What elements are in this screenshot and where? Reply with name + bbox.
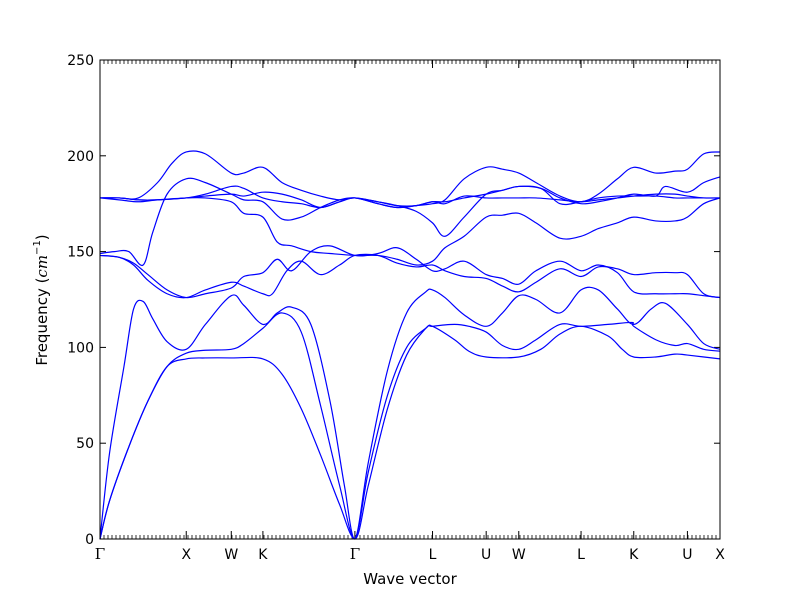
x-tick-label: Γ xyxy=(350,545,360,563)
x-tick-label: L xyxy=(429,547,437,563)
y-axis-unit: cm xyxy=(33,255,51,278)
y-tick-label: 0 xyxy=(85,532,94,548)
y-tick-label: 250 xyxy=(67,53,94,69)
x-tick-label: W xyxy=(224,547,238,563)
phonon-branch-2 xyxy=(99,324,721,540)
y-axis-title-text: Frequency xyxy=(33,288,51,366)
phonon-branch-5 xyxy=(99,245,721,299)
plot-area xyxy=(100,60,720,539)
series-layer xyxy=(99,150,721,540)
phonon-branch-7 xyxy=(99,196,721,266)
y-tick-label: 100 xyxy=(67,340,94,356)
phonon-branch-3 xyxy=(99,286,721,540)
plot-frame xyxy=(99,59,721,540)
y-tick-label: 200 xyxy=(67,149,94,165)
x-tick-label: X xyxy=(715,547,725,563)
x-tick-label: X xyxy=(181,547,191,563)
x-tick-label: L xyxy=(577,547,585,563)
x-axis-title: Wave vector xyxy=(363,570,457,588)
phonon-branch-1 xyxy=(99,312,721,540)
y-axis-ticks: 0 50 100 150 200 250 xyxy=(67,53,720,548)
x-tick-label: Γ xyxy=(95,545,105,563)
y-tick-label: 150 xyxy=(67,245,94,261)
x-tick-label: W xyxy=(512,547,526,563)
x-tick-label: U xyxy=(481,547,491,563)
y-axis-unit-exponent: −1 xyxy=(32,240,43,255)
phonon-branch-10 xyxy=(99,176,721,209)
phonon-branch-4 xyxy=(99,253,721,299)
y-axis-title: Frequency (cm−1) xyxy=(32,234,51,365)
minor-ticks xyxy=(99,60,721,539)
x-tick-label: K xyxy=(629,547,639,563)
x-tick-label: U xyxy=(682,547,692,563)
y-tick-label: 50 xyxy=(76,436,94,452)
x-tick-label: K xyxy=(258,547,268,563)
phonon-branch-6 xyxy=(99,177,720,267)
